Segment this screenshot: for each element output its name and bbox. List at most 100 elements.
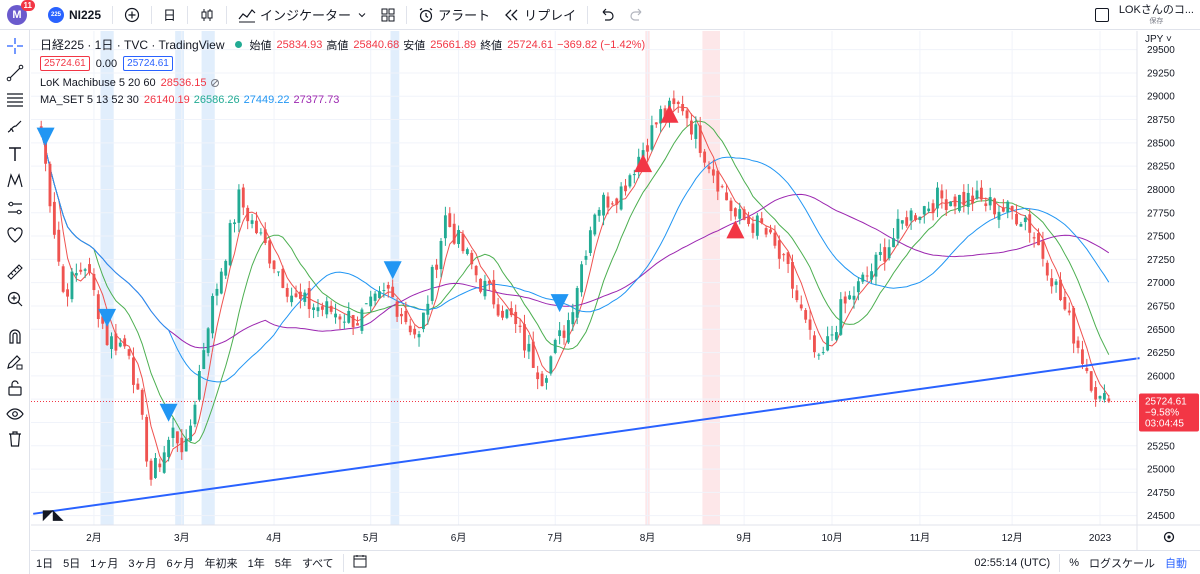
range-1d[interactable]: 1日 [36,557,54,570]
candle-body [584,255,588,260]
time-tick-label: 4月 [266,532,282,544]
toolbar-divider [342,553,344,572]
hidden-eye-icon[interactable] [210,78,220,88]
candle-body [1019,224,1023,227]
trendline[interactable] [33,357,1140,515]
undo-button[interactable] [592,0,622,30]
log-scale-toggle[interactable]: ログスケール [1089,557,1155,570]
crosshair-tool[interactable] [3,34,27,58]
candle-body [957,194,961,211]
candle-body [158,463,162,468]
heart-icon [7,227,23,243]
symbol-search-button[interactable]: 225 NI225 [41,0,108,30]
candle-body [795,290,799,301]
candle-body [202,350,206,369]
candle-body [646,145,649,152]
candle-body [953,196,957,207]
range-1m[interactable]: 1ヶ月 [90,557,119,570]
alarm-clock-icon [419,7,433,22]
shapes-tool[interactable] [3,223,27,247]
candle-body [215,288,219,296]
candle-body [132,357,135,385]
candle-body [689,120,693,135]
percent-scale-toggle[interactable]: % [1069,556,1079,569]
price-tick-label: 29000 [1147,92,1175,103]
time-axis[interactable]: 2月 3月 4月 5月 6月 7月 8月 9月 10月 11月 12月 2023 ◤◣ [31,507,1200,544]
undo-icon [602,8,614,21]
candle-body [492,279,496,305]
range-1y[interactable]: 1年 [247,557,265,570]
price-chart[interactable]: JPY ˅24500247502500025250255002575026000… [31,31,1200,550]
replay-button[interactable]: リプレイ [497,0,583,30]
visibility-tool[interactable] [3,402,27,426]
magnet-tool[interactable] [3,324,27,348]
range-5y[interactable]: 5年 [274,557,292,570]
layout-menu[interactable]: LOKさんのコ... 保存 [1119,4,1194,26]
sell-signal-arrow [98,308,117,327]
zoom-tool[interactable] [3,287,27,311]
candle-body [909,210,913,221]
range-all[interactable]: すべて [301,557,334,570]
range-ytd[interactable]: 年初来 [204,557,238,570]
fib-tool[interactable] [3,88,27,112]
low-value: 25661.89 [430,38,477,51]
candle-body [1032,237,1036,239]
candle-body [259,232,263,234]
candle-body [865,275,869,277]
pencil-lock-icon [7,355,23,370]
notification-badge[interactable]: 11 [20,0,35,11]
stay-drawing-tool[interactable] [3,350,27,374]
measure-tool[interactable] [3,260,27,284]
price-tick-label: 27750 [1147,208,1175,219]
price-tick-label: 28750 [1147,115,1175,126]
redo-button[interactable] [622,0,652,30]
candle-body [773,232,777,246]
alert-button[interactable]: アラート [411,0,497,30]
pattern-tool[interactable] [3,169,27,193]
legend-indicator-1[interactable]: LoK Machibuse 5 20 60 28536.15 [40,74,645,91]
candle-body [136,383,140,390]
brush-tool[interactable] [3,115,27,139]
tradingview-logo-icon[interactable]: ◤◣ [42,507,64,522]
bid-price-box[interactable]: 25724.61 [40,56,90,71]
candle-body [1081,349,1084,364]
prediction-tool[interactable] [3,196,27,220]
settings-gear-icon[interactable] [1163,531,1175,543]
price-axis[interactable]: JPY ˅24500247502500025250255002575026000… [1136,31,1199,550]
interval-button[interactable]: 日 [156,0,183,30]
range-6m[interactable]: 6ヶ月 [166,557,195,570]
compare-button[interactable] [117,0,147,30]
legend-title[interactable]: 日経225 · 1日 · TVC · TradingView [40,38,225,52]
clock-timezone[interactable]: 02:55:14 (UTC) [974,556,1051,569]
last-price-badge[interactable] [1139,393,1199,432]
candle-body [66,289,69,297]
candle-body [325,301,329,315]
range-5d[interactable]: 5日 [63,557,81,570]
candle-body [940,190,944,199]
lock-tool[interactable] [3,376,27,400]
candle-body [382,289,386,291]
candle-body [615,198,619,205]
chart-type-button[interactable] [192,0,222,30]
user-avatar[interactable]: M 11 [7,0,35,25]
support-trendline[interactable] [33,357,1140,515]
spread-value: 0.00 [95,57,118,70]
templates-button[interactable] [374,0,402,30]
candle-body [922,206,926,215]
highlight-band-blue [175,31,184,525]
text-tool[interactable] [3,142,27,166]
legend-indicator-2[interactable]: MA_SET 5 13 52 30 26140.19 26586.26 2744… [40,91,645,108]
goto-date-button[interactable] [348,554,372,571]
ask-price-box[interactable]: 25724.61 [123,56,173,71]
chart-pane[interactable]: JPY ˅24500247502500025250255002575026000… [31,31,1200,550]
layout-checkbox[interactable] [1094,8,1109,22]
indicators-button[interactable]: インジケーター [231,0,374,30]
delete-tool[interactable] [3,427,27,451]
candle-body [931,203,935,214]
trendline-tool[interactable] [3,61,27,85]
range-3m[interactable]: 3ヶ月 [128,557,157,570]
bar-countdown: 03:04:45 [1145,419,1184,430]
candle-body [663,108,667,117]
auto-scale-toggle[interactable]: 自動 [1165,557,1187,570]
interval-label: 日 [163,8,177,23]
